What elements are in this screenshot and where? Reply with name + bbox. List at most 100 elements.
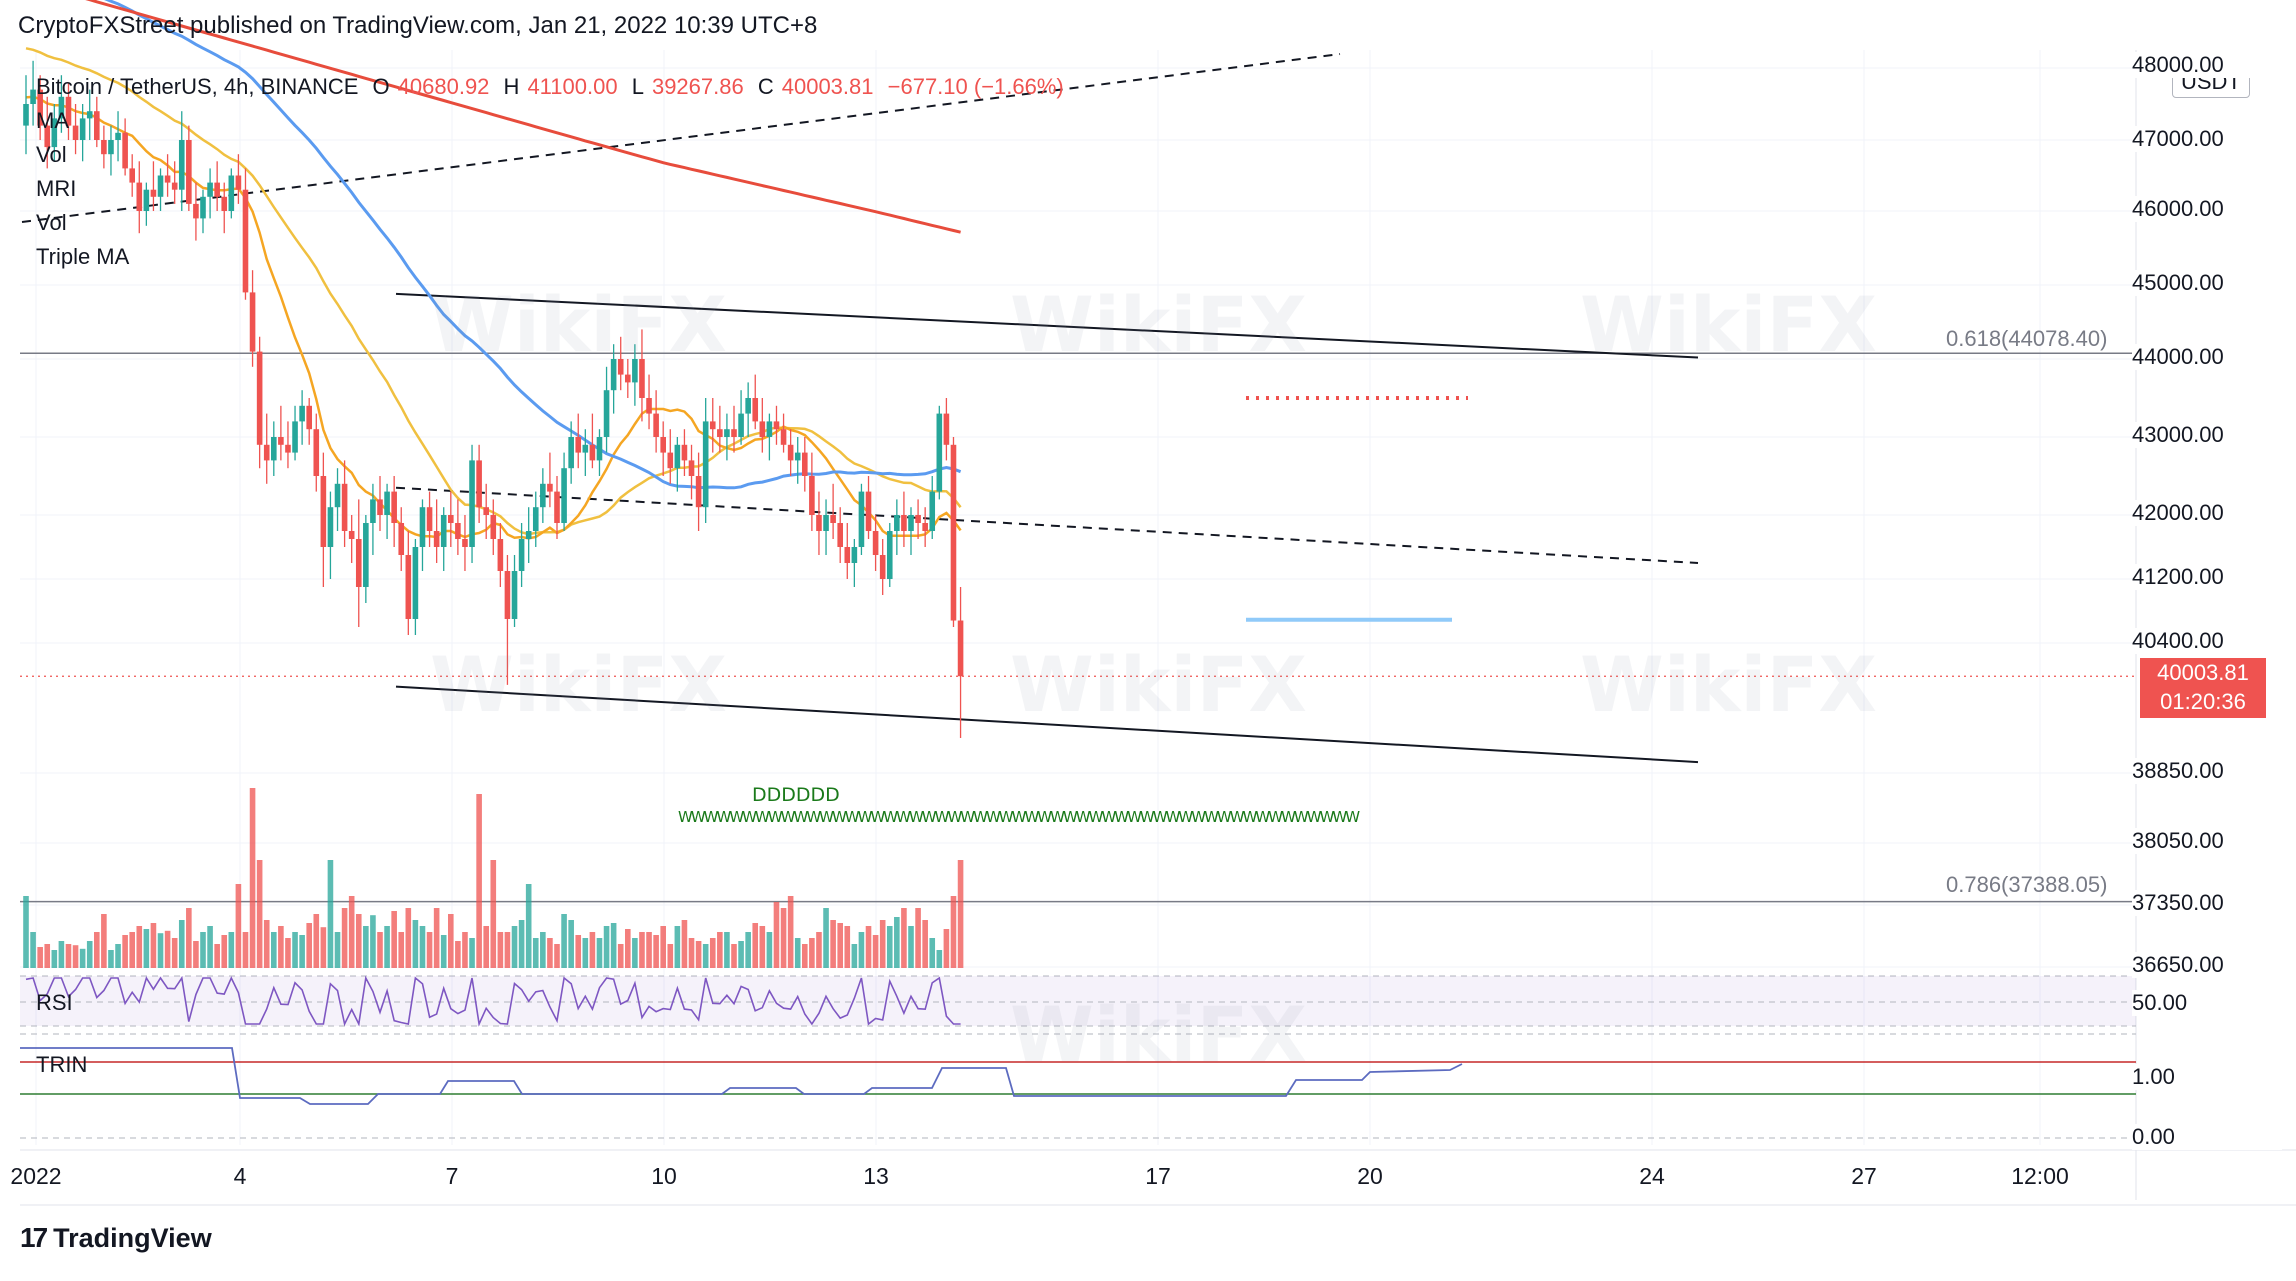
trendline (395, 486, 1699, 564)
volume-bar (193, 941, 199, 968)
candle-body (823, 515, 829, 531)
candle-body (433, 531, 440, 547)
candle-body (249, 292, 256, 352)
indicator-vol-2[interactable]: Vol (36, 210, 67, 235)
volume-bar (30, 932, 36, 968)
volume-bar (717, 932, 723, 968)
bar-countdown: 01:20:36 (2160, 689, 2246, 714)
indicator-vol[interactable]: Vol (36, 142, 67, 167)
volume-bar (65, 944, 72, 968)
trin-level-0: 0.00 (2132, 1124, 2282, 1150)
indicator-mri[interactable]: MRI (36, 176, 77, 201)
candle-body (37, 89, 43, 126)
candle-body (702, 421, 709, 508)
volume-bar (908, 926, 914, 968)
trin-label[interactable]: TRIN (36, 1052, 88, 1077)
volume-bar (122, 935, 128, 968)
volume-bar (632, 938, 638, 968)
volume-bar (639, 932, 645, 968)
x-tick: 2022 (10, 1163, 62, 1189)
volume-bar (23, 896, 29, 968)
x-tick: 13 (863, 1163, 889, 1189)
y-tick: 40400.00 (2132, 628, 2282, 654)
ma-red (85, 0, 961, 234)
volume-bar (79, 948, 86, 968)
indicator-ma[interactable]: MA (36, 108, 69, 133)
candle-body (950, 444, 957, 621)
candle-body (58, 96, 65, 119)
rsi-label[interactable]: RSI (36, 990, 73, 1015)
volume-bar (186, 908, 192, 968)
candle-body (129, 168, 135, 183)
candle-body (745, 398, 751, 414)
w-annotation: WWWWWWWWWWWWWWWWWWWWWWWWWWWWWWWWWWWWWWWW… (678, 808, 1360, 826)
tradingview-logo[interactable]: 17 TradingView (20, 1222, 212, 1254)
volume-bar (242, 932, 249, 968)
volume-bar (44, 944, 51, 968)
close-value: 40003.81 (781, 74, 874, 99)
volume-bar (957, 860, 964, 968)
volume-bar (568, 920, 574, 968)
trin-line (20, 1047, 1463, 1105)
volume-bar (837, 923, 843, 968)
candle-body (674, 444, 681, 469)
candle-body (915, 515, 921, 523)
volume-bar (950, 896, 957, 968)
symbol-row[interactable]: Bitcoin / TetherUS, 4h, BINANCE O 40680.9… (36, 70, 1072, 104)
symbol-name[interactable]: Bitcoin / TetherUS, 4h, BINANCE (36, 74, 359, 99)
volume-bar (688, 938, 695, 968)
y-tick: 38050.00 (2132, 828, 2282, 854)
fib-618-label: 0.618(44078.40) (1946, 326, 2108, 351)
volume-bar (164, 930, 171, 968)
candle-body (235, 175, 242, 190)
open-key: O (372, 74, 390, 99)
candle-body (688, 460, 695, 476)
x-tick: 20 (1357, 1163, 1383, 1189)
candle-body (802, 452, 808, 476)
candle-body (794, 452, 801, 461)
candle-body (327, 507, 334, 547)
watermark: WikiFX (1010, 280, 1307, 369)
candle-body (483, 507, 489, 515)
volume-bar (178, 920, 185, 968)
candle-body (858, 491, 865, 547)
candle-body (525, 531, 532, 539)
trin-level-1: 1.00 (2132, 1064, 2282, 1090)
volume-bar (462, 932, 468, 968)
candle-body (469, 460, 475, 547)
change-value: −677.10 (−1.66%) (887, 74, 1064, 99)
volume-bar (540, 932, 546, 968)
volume-bar (745, 932, 751, 968)
volume-bar (858, 932, 865, 968)
candle-body (872, 531, 879, 555)
volume-bar (936, 950, 943, 968)
volume-bar (412, 920, 419, 968)
volume-bar (504, 932, 511, 968)
volume-bar (610, 923, 617, 968)
volume-bar (547, 938, 553, 968)
volume-bar (865, 926, 872, 968)
current-price: 40003.81 (2157, 660, 2249, 685)
candle-body (936, 413, 943, 492)
candle-body (554, 491, 560, 523)
candle-body (157, 175, 164, 197)
volume-bar (115, 944, 121, 968)
volume-bar (844, 926, 851, 968)
y-tick: 44000.00 (2132, 344, 2282, 370)
candle-body (391, 491, 397, 523)
x-tick: 27 (1851, 1163, 1877, 1189)
candle-body (639, 359, 645, 398)
rsi-level: 50.00 (2132, 990, 2282, 1016)
y-tick: 46000.00 (2132, 196, 2282, 222)
candle-body (30, 89, 36, 104)
candle-body (901, 515, 907, 531)
current-price-tag: 40003.81 01:20:36 (2140, 658, 2266, 718)
volume-bar (313, 914, 320, 968)
volume-bar (766, 932, 773, 968)
volume-bar (589, 932, 596, 968)
volume-bar (285, 938, 291, 968)
candle-body (278, 437, 284, 445)
candle-body (164, 175, 171, 183)
indicator-triple-ma[interactable]: Triple MA (36, 244, 130, 269)
